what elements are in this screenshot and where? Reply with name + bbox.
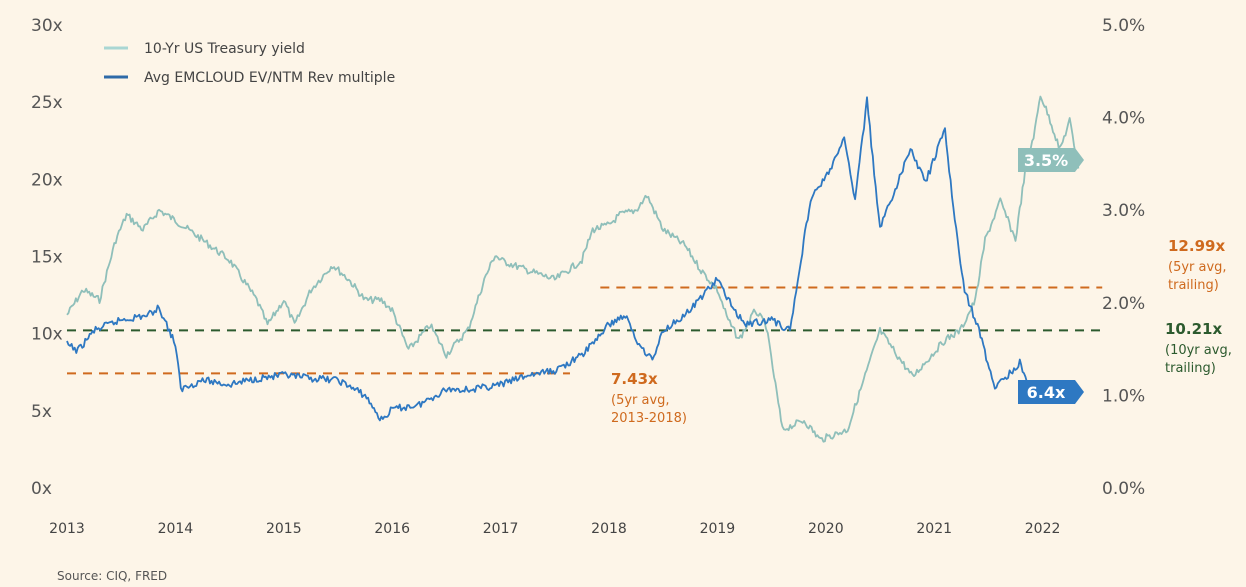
reference-annotation: 7.43x (5yr avg, 2013-2018)	[611, 370, 687, 426]
right-tick-label: 0.0%	[1102, 479, 1145, 499]
reference-labels: 7.43x (5yr avg, 2013-2018) 12.99x (5yr avg, t…	[611, 237, 1232, 426]
source-note: Source: CIQ, FRED	[57, 569, 167, 583]
x-axis-ticks: 2013 2014 2015 2016 2017 2018 2019 2020 2021 2022	[49, 521, 1060, 537]
right-tick-label: 1.0%	[1102, 386, 1145, 406]
x-tick-label: 2014	[158, 521, 194, 537]
legend-label-treasury: 10-Yr US Treasury yield	[144, 41, 305, 57]
tag-label: 6.4x	[1027, 383, 1066, 402]
legend-label-emcloud: Avg EMCLOUD EV/NTM Rev multiple	[144, 70, 395, 86]
end-labels: 3.5% 6.4x	[1018, 148, 1084, 404]
reference-value: 10.21x	[1165, 320, 1222, 338]
right-axis-ticks: 0.0% 1.0% 2.0% 3.0% 4.0% 5.0%	[1102, 16, 1145, 499]
legend: 10-Yr US Treasury yield Avg EMCLOUD EV/N…	[104, 41, 395, 86]
treasury-yield-line	[66, 95, 1080, 443]
left-tick-label: 0x	[31, 479, 52, 499]
reference-annotation: 12.99x (5yr avg, trailing)	[1168, 237, 1227, 293]
left-tick-label: 25x	[31, 93, 63, 113]
tag-shape	[1018, 148, 1084, 172]
left-axis-ticks: 0x 5x 10x 15x 20x 25x 30x	[31, 16, 63, 499]
left-tick-label: 30x	[31, 16, 63, 36]
reference-note: (5yr avg,	[1168, 260, 1227, 275]
x-tick-label: 2019	[700, 521, 736, 537]
x-tick-label: 2017	[483, 521, 519, 537]
reference-note: (5yr avg,	[611, 393, 670, 408]
emcloud-end-tag: 6.4x	[1018, 380, 1084, 404]
left-tick-label: 15x	[31, 248, 63, 268]
reference-value: 12.99x	[1168, 237, 1225, 255]
reference-value: 7.43x	[611, 370, 658, 388]
x-tick-label: 2021	[916, 521, 952, 537]
x-tick-label: 2015	[266, 521, 302, 537]
reference-note: trailing)	[1168, 278, 1219, 293]
right-tick-label: 2.0%	[1102, 294, 1145, 314]
reference-lines	[67, 286, 1103, 375]
x-tick-label: 2013	[49, 521, 85, 537]
left-tick-label: 20x	[31, 170, 63, 190]
x-tick-label: 2018	[591, 521, 627, 537]
treasury-end-tag: 3.5%	[1018, 148, 1084, 172]
left-tick-label: 10x	[31, 325, 63, 345]
x-tick-label: 2020	[808, 521, 844, 537]
emcloud-multiple-line	[66, 96, 1080, 422]
reference-note: (10yr avg,	[1165, 343, 1232, 358]
right-tick-label: 4.0%	[1102, 109, 1145, 129]
reference-note: trailing)	[1165, 361, 1216, 376]
right-tick-label: 3.0%	[1102, 201, 1145, 221]
reference-note: 2013-2018)	[611, 411, 687, 426]
series-lines	[66, 95, 1080, 443]
left-tick-label: 5x	[31, 402, 52, 422]
tag-shape	[1018, 380, 1084, 404]
x-tick-label: 2022	[1025, 521, 1061, 537]
tag-label: 3.5%	[1024, 151, 1068, 170]
reference-annotation: 10.21x (10yr avg, trailing)	[1165, 320, 1232, 376]
x-tick-label: 2016	[374, 521, 410, 537]
right-tick-label: 5.0%	[1102, 16, 1145, 36]
